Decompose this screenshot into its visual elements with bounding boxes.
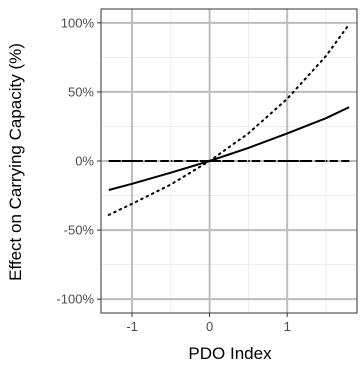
x-tick-label: 0 [206, 319, 213, 334]
x-tick-labels: -1 0 1 [126, 319, 291, 334]
y-tick-label: -100% [56, 292, 94, 307]
y-tick-labels: 100% 50% 0% -50% -100% [56, 15, 94, 306]
axis-ticks [97, 22, 288, 317]
x-tick-label: 1 [284, 319, 291, 334]
y-tick-label: 0% [75, 154, 94, 169]
x-tick-label: -1 [126, 319, 138, 334]
x-axis-title: PDO Index [188, 344, 272, 363]
series-lines [107, 23, 351, 216]
dotted-series-line [107, 23, 351, 216]
y-tick-label: 50% [68, 84, 94, 99]
y-tick-label: -50% [64, 223, 95, 238]
solid-series-line [108, 106, 350, 191]
y-tick-label: 100% [61, 15, 95, 30]
y-axis-title: Effect on Carrying Capacity (%) [6, 43, 25, 281]
